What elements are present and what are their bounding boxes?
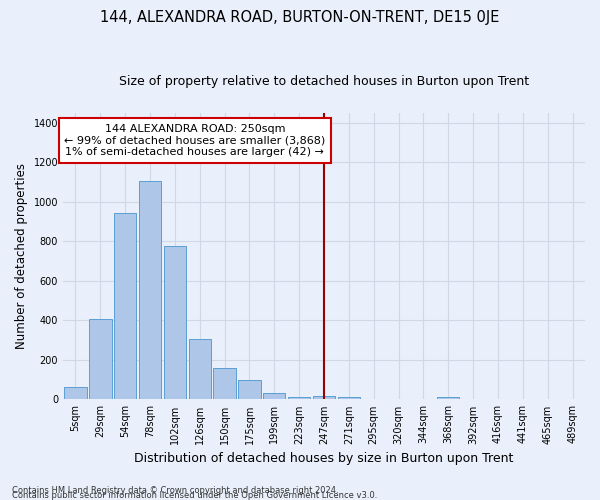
X-axis label: Distribution of detached houses by size in Burton upon Trent: Distribution of detached houses by size … xyxy=(134,452,514,465)
Bar xyxy=(64,386,86,400)
Bar xyxy=(437,397,460,400)
Bar xyxy=(89,320,112,400)
Bar xyxy=(238,380,260,400)
Title: Size of property relative to detached houses in Burton upon Trent: Size of property relative to detached ho… xyxy=(119,75,529,88)
Bar xyxy=(188,339,211,400)
Text: Contains public sector information licensed under the Open Government Licence v3: Contains public sector information licen… xyxy=(12,491,377,500)
Bar xyxy=(139,181,161,400)
Bar xyxy=(288,397,310,400)
Bar xyxy=(313,396,335,400)
Bar xyxy=(114,212,136,400)
Text: 144 ALEXANDRA ROAD: 250sqm
← 99% of detached houses are smaller (3,868)
1% of se: 144 ALEXANDRA ROAD: 250sqm ← 99% of deta… xyxy=(64,124,325,157)
Y-axis label: Number of detached properties: Number of detached properties xyxy=(15,163,28,349)
Text: Contains HM Land Registry data © Crown copyright and database right 2024.: Contains HM Land Registry data © Crown c… xyxy=(12,486,338,495)
Bar xyxy=(214,368,236,400)
Bar xyxy=(164,246,186,400)
Bar xyxy=(338,398,360,400)
Text: 144, ALEXANDRA ROAD, BURTON-ON-TRENT, DE15 0JE: 144, ALEXANDRA ROAD, BURTON-ON-TRENT, DE… xyxy=(100,10,500,25)
Bar xyxy=(263,392,286,400)
